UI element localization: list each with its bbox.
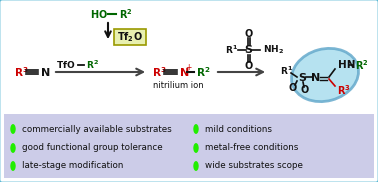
Ellipse shape: [193, 143, 199, 153]
Ellipse shape: [193, 124, 199, 134]
Text: $\mathbf{Tf_2O}$: $\mathbf{Tf_2O}$: [117, 30, 143, 44]
Text: $\mathbf{R^1}$: $\mathbf{R^1}$: [279, 65, 293, 77]
Ellipse shape: [193, 161, 199, 171]
Text: $\mathbf{R^1}$: $\mathbf{R^1}$: [225, 44, 238, 56]
Text: S: S: [244, 45, 252, 55]
Text: $\mathbf{N}$: $\mathbf{N}$: [40, 66, 50, 78]
Text: good functional group tolerance: good functional group tolerance: [22, 143, 163, 153]
Text: mild conditions: mild conditions: [205, 124, 272, 134]
Ellipse shape: [10, 143, 16, 153]
Text: commercially available substrates: commercially available substrates: [22, 124, 172, 134]
Text: +: +: [185, 62, 191, 72]
Text: HN: HN: [338, 60, 355, 70]
Text: wide substrates scope: wide substrates scope: [205, 161, 303, 171]
Text: $\mathbf{R^2}$: $\mathbf{R^2}$: [355, 58, 369, 72]
Text: $\mathbf{R^3}$: $\mathbf{R^3}$: [14, 65, 29, 79]
Text: late-stage modification: late-stage modification: [22, 161, 123, 171]
Text: $\mathbf{HO}$: $\mathbf{HO}$: [90, 8, 108, 20]
Text: nitrilium ion: nitrilium ion: [153, 80, 203, 90]
Ellipse shape: [291, 48, 358, 102]
Text: O: O: [245, 29, 253, 39]
Text: N: N: [311, 73, 321, 83]
Text: metal-free conditions: metal-free conditions: [205, 143, 298, 153]
Text: S: S: [298, 73, 306, 83]
Text: $\mathbf{R^2}$: $\mathbf{R^2}$: [196, 65, 211, 79]
FancyBboxPatch shape: [114, 29, 146, 45]
Text: $\mathbf{N}$: $\mathbf{N}$: [179, 66, 189, 78]
Text: $\mathbf{R^2}$: $\mathbf{R^2}$: [86, 59, 99, 71]
Text: O: O: [301, 85, 309, 95]
Text: $\mathbf{NH_2}$: $\mathbf{NH_2}$: [263, 44, 284, 56]
Text: $\mathbf{TfO}$: $\mathbf{TfO}$: [56, 60, 75, 70]
Text: $\mathbf{R^3}$: $\mathbf{R^3}$: [152, 65, 167, 79]
Text: O: O: [245, 61, 253, 71]
Ellipse shape: [10, 124, 16, 134]
Text: $\mathbf{R^3}$: $\mathbf{R^3}$: [337, 83, 351, 97]
Bar: [4, 114, 374, 178]
Text: $\mathbf{R^2}$: $\mathbf{R^2}$: [119, 7, 133, 21]
Ellipse shape: [10, 161, 16, 171]
Text: O: O: [289, 83, 297, 93]
